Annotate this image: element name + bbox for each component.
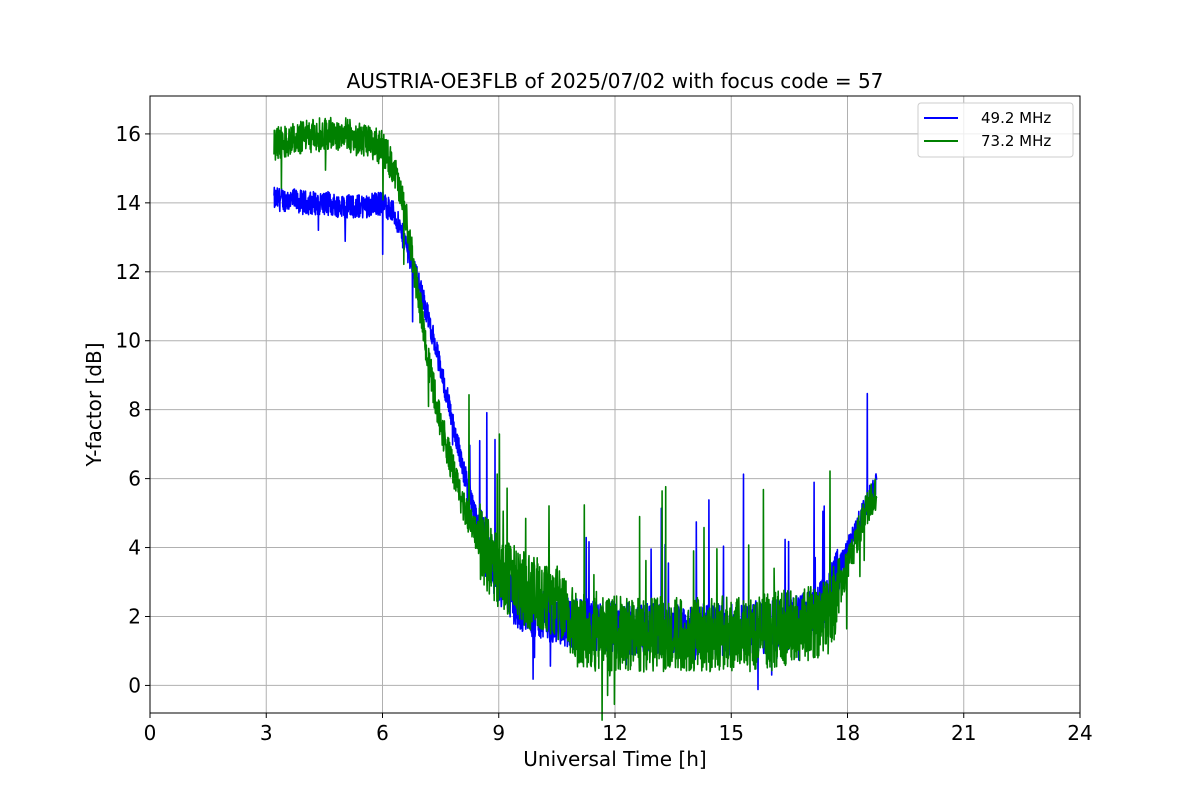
legend: 49.2 MHz 73.2 MHz [917, 102, 1074, 158]
grid [149, 96, 1081, 713]
y-tick-label: 10 [116, 329, 141, 353]
x-tick-label: 3 [260, 721, 273, 745]
legend-label: 49.2 MHz [981, 109, 1051, 127]
x-tick-label: 24 [1067, 721, 1092, 745]
plot-lines [273, 116, 878, 721]
y-tick-label: 6 [128, 467, 141, 491]
x-tick-label: 12 [602, 721, 627, 745]
y-tick-label: 14 [116, 191, 141, 215]
x-tick-label: 6 [376, 721, 389, 745]
y-tick-label: 0 [128, 673, 141, 697]
y-tick-label: 16 [116, 122, 141, 146]
x-tick-label: 18 [835, 721, 860, 745]
legend-box [917, 102, 1074, 158]
series-line-1 [273, 116, 878, 721]
chart-title: AUSTRIA-OE3FLB of 2025/07/02 with focus … [347, 69, 884, 93]
y-tick-label: 12 [116, 260, 141, 284]
x-tick-label: 9 [492, 721, 505, 745]
y-tick-label: 4 [128, 536, 141, 560]
x-tick-label: 0 [144, 721, 157, 745]
y-tick-label: 2 [128, 604, 141, 628]
legend-label: 73.2 MHz [981, 132, 1051, 150]
x-tick-label: 15 [719, 721, 744, 745]
y-axis-title: Y-factor [dB] [82, 342, 106, 467]
y-tick-label: 8 [128, 398, 141, 422]
x-axis-title: Universal Time [h] [523, 747, 706, 771]
x-tick-label: 21 [951, 721, 976, 745]
